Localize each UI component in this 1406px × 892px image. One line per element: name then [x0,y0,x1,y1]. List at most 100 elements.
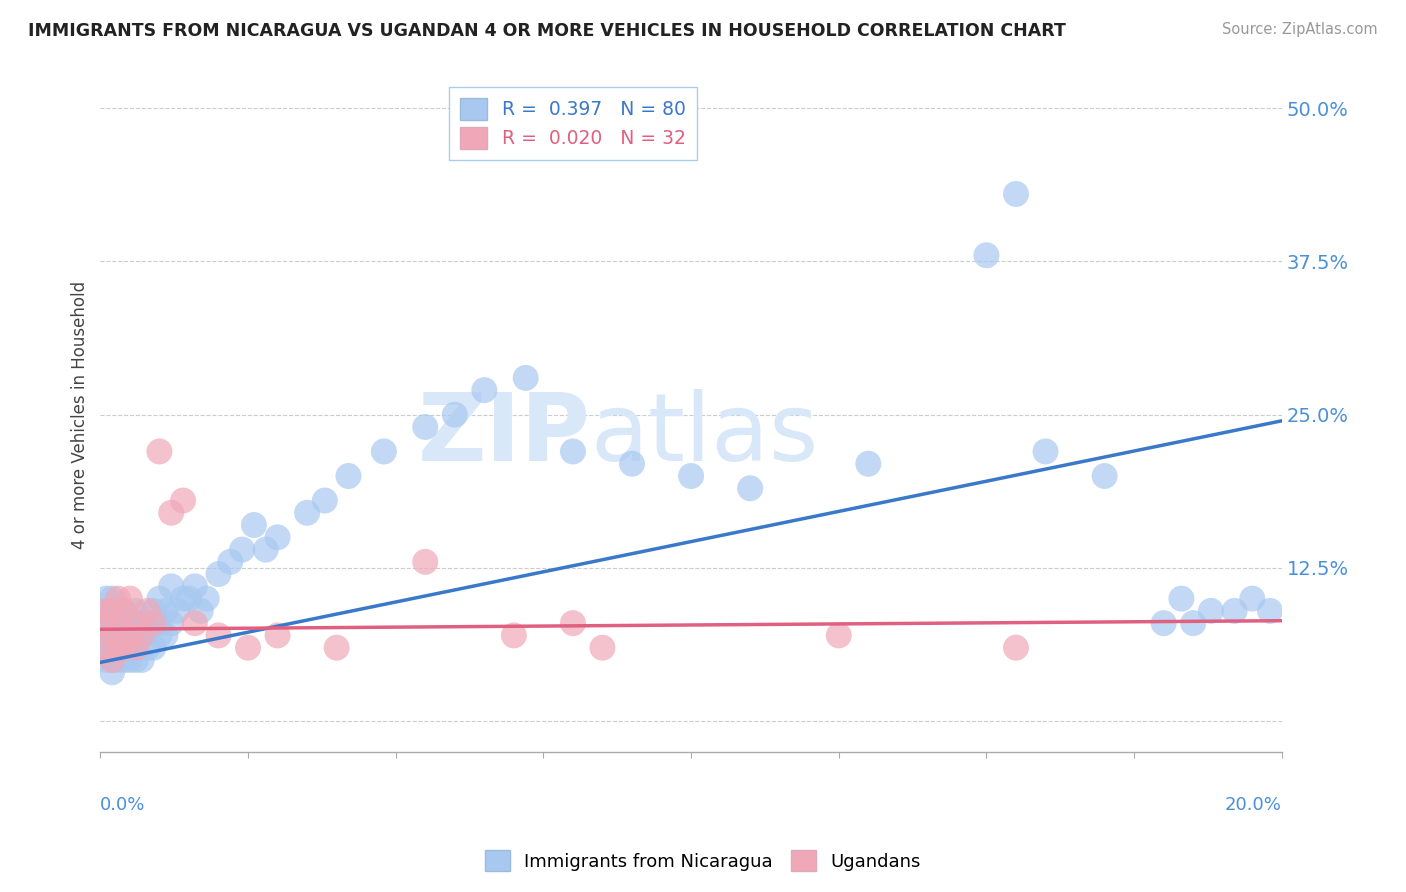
Point [190,604,212,618]
Point [96,640,118,655]
Point [148,591,170,606]
Text: atlas: atlas [591,389,818,481]
Point [160,579,183,593]
Point [172,591,194,606]
Point [125,653,148,667]
Point [107,604,129,618]
Point [112,616,135,631]
Point [828,628,851,642]
Point [142,616,165,631]
Point [295,506,318,520]
Point [112,604,135,618]
Point [101,640,124,655]
Point [148,444,170,458]
Point [101,591,124,606]
Point [118,653,141,667]
Point [236,640,259,655]
Point [107,616,129,631]
Point [1223,604,1246,618]
Point [96,604,118,618]
Point [1258,604,1281,618]
Text: 0.0%: 0.0% [100,796,146,814]
Point [254,542,277,557]
Point [160,616,183,631]
Point [101,604,124,618]
Point [177,591,200,606]
Point [515,371,537,385]
Point [118,628,141,642]
Point [125,604,148,618]
Point [1005,186,1028,201]
Point [101,628,124,642]
Point [413,420,436,434]
Point [472,383,495,397]
Point [96,628,118,642]
Point [1199,604,1222,618]
Point [207,628,229,642]
Point [136,604,159,618]
Point [740,481,762,495]
Point [101,616,124,631]
Point [96,616,118,631]
Point [112,653,135,667]
Point [1005,640,1028,655]
Point [148,628,170,642]
Point [112,628,135,642]
Text: Source: ZipAtlas.com: Source: ZipAtlas.com [1222,22,1378,37]
Point [118,628,141,642]
Text: IMMIGRANTS FROM NICARAGUA VS UGANDAN 4 OR MORE VEHICLES IN HOUSEHOLD CORRELATION: IMMIGRANTS FROM NICARAGUA VS UGANDAN 4 O… [28,22,1066,40]
Point [1170,591,1192,606]
Point [1241,591,1264,606]
Point [131,628,153,642]
Point [96,616,118,631]
Point [325,640,347,655]
Legend: R =  0.397   N = 80, R =  0.020   N = 32: R = 0.397 N = 80, R = 0.020 N = 32 [449,87,697,161]
Point [231,542,253,557]
Point [243,518,266,533]
Point [155,628,177,642]
Point [107,640,129,655]
Point [125,640,148,655]
Point [101,665,124,680]
Point [107,653,129,667]
Text: 20.0%: 20.0% [1225,796,1282,814]
Point [148,616,170,631]
Point [681,469,703,483]
Point [502,628,524,642]
Point [142,640,165,655]
Point [112,640,135,655]
Point [195,591,218,606]
Point [118,616,141,631]
Point [107,640,129,655]
Point [131,616,153,631]
Point [413,555,436,569]
Point [373,444,395,458]
Point [166,604,188,618]
Point [561,444,583,458]
Point [136,616,159,631]
Point [621,457,644,471]
Point [314,493,336,508]
Point [118,640,141,655]
Point [96,640,118,655]
Point [112,604,135,618]
Point [101,653,124,667]
Point [443,408,465,422]
Point [136,640,159,655]
Legend: Immigrants from Nicaragua, Ugandans: Immigrants from Nicaragua, Ugandans [478,843,928,879]
Y-axis label: 4 or more Vehicles in Household: 4 or more Vehicles in Household [72,281,89,549]
Point [1182,616,1205,631]
Point [207,567,229,582]
Point [561,616,583,631]
Point [184,616,207,631]
Point [107,628,129,642]
Point [266,530,288,544]
Point [592,640,614,655]
Point [131,653,153,667]
Point [337,469,360,483]
Text: ZIP: ZIP [418,389,591,481]
Point [142,604,165,618]
Point [118,591,141,606]
Point [184,579,207,593]
Point [131,628,153,642]
